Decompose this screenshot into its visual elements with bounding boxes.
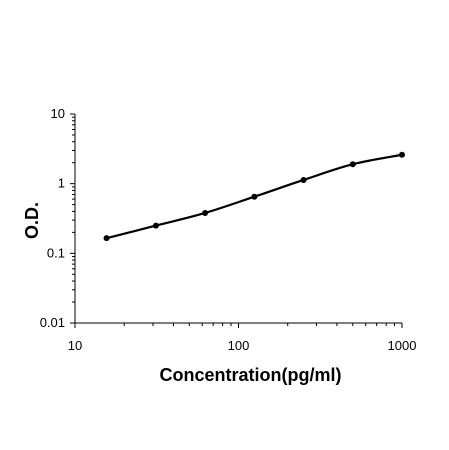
data-point [103, 235, 110, 242]
data-point [399, 151, 405, 158]
ticks: 0.01 0.1 1 10 10 100 1000 [40, 106, 417, 353]
y-tick-label: 1 [58, 176, 65, 191]
data-point [300, 176, 307, 183]
x-tick-label: 1000 [388, 338, 417, 353]
y-axis-title: O.D. [22, 202, 42, 239]
y-tick-label: 0.1 [47, 245, 65, 260]
data-point [349, 161, 356, 168]
axes [74, 114, 402, 324]
x-axis-title: Concentration(pg/ml) [160, 365, 342, 385]
x-tick-label: 10 [68, 338, 82, 353]
data-point [202, 209, 209, 216]
data-point [152, 222, 159, 229]
data-point [251, 193, 258, 200]
y-tick-label: 10 [51, 106, 65, 121]
series [103, 151, 405, 242]
x-tick-label: 100 [228, 338, 250, 353]
y-tick-label: 0.01 [40, 315, 65, 330]
